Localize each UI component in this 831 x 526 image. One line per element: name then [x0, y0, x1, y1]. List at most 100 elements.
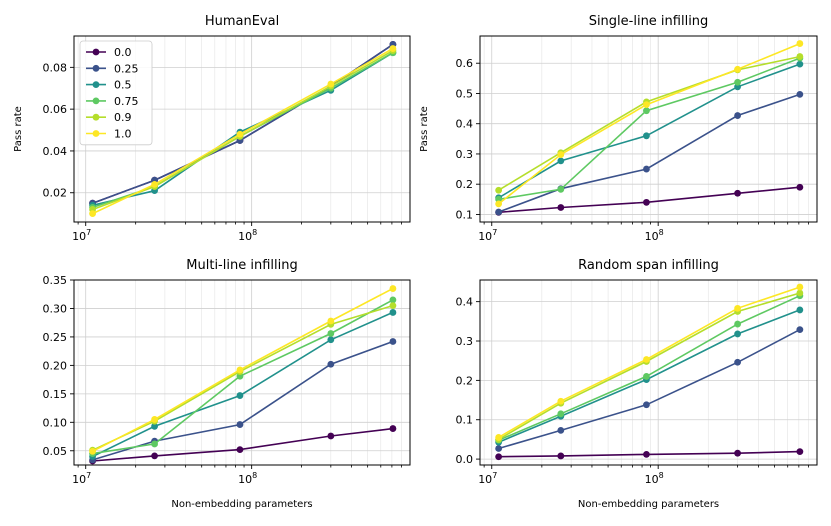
series-0.25 — [495, 326, 804, 452]
data-point — [557, 151, 565, 158]
legend-label: 1.0 — [114, 128, 132, 141]
x-axis-label: Non-embedding parameters — [578, 499, 719, 510]
data-point — [643, 356, 650, 363]
axes-frame — [479, 279, 818, 466]
y-tick-label: 0.1 — [456, 208, 474, 221]
series-0.25 — [89, 338, 397, 464]
series-line — [92, 311, 394, 458]
data-point — [327, 336, 335, 344]
x-tick-label: 107 — [478, 228, 497, 243]
y-tick-label: 0.10 — [43, 416, 68, 429]
legend-marker — [92, 64, 100, 72]
data-point — [236, 130, 244, 138]
x-tick-label: 108 — [645, 471, 664, 486]
y-tick-label: 0.06 — [43, 103, 68, 116]
x-tick-exponent: 7 — [492, 228, 497, 237]
data-point — [643, 165, 650, 173]
data-point — [389, 296, 397, 304]
series-1.0 — [89, 285, 397, 455]
data-point — [236, 392, 244, 399]
data-point — [643, 450, 650, 458]
data-point — [236, 366, 244, 374]
series-line — [498, 294, 801, 441]
data-point — [389, 425, 397, 432]
panel-title: Multi-line infilling — [186, 258, 297, 273]
data-point — [389, 45, 397, 52]
y-axis-label: Pass rate — [13, 106, 24, 152]
data-point — [643, 101, 650, 109]
data-point — [643, 198, 650, 206]
series-line — [498, 57, 801, 201]
data-point — [327, 80, 335, 88]
x-tick-label: 107 — [72, 228, 91, 243]
data-point — [734, 78, 741, 86]
x-tick-exponent: 8 — [252, 228, 257, 237]
panel-title: HumanEval — [205, 14, 279, 29]
data-point — [796, 306, 804, 314]
legend-marker — [92, 81, 100, 88]
y-tick-label: 0.05 — [43, 445, 68, 458]
axes-frame — [73, 35, 411, 223]
y-tick-label: 0.0 — [456, 453, 474, 466]
series-1.0 — [495, 283, 804, 441]
data-point — [327, 432, 335, 440]
data-point — [734, 189, 741, 197]
x-tick-exponent: 7 — [492, 471, 497, 480]
minor-grid — [483, 36, 809, 225]
data-point — [557, 185, 565, 193]
series-0.5 — [495, 60, 804, 202]
legend-label: 0.25 — [114, 62, 139, 75]
data-point — [89, 210, 96, 218]
series-line — [498, 292, 801, 441]
data-point — [557, 397, 565, 405]
data-point — [796, 289, 804, 297]
y-tick-label: 0.25 — [43, 331, 68, 344]
series-line — [92, 340, 394, 461]
y-axis-label: Pass rate — [419, 106, 430, 152]
minor-grid — [483, 280, 809, 468]
x-tick-exponent: 8 — [252, 471, 257, 480]
series-0.0 — [495, 448, 804, 461]
legend-label: 0.0 — [114, 46, 132, 59]
data-point — [327, 317, 335, 325]
x-axis-label: Non-embedding parameters — [171, 499, 312, 510]
data-point — [495, 208, 503, 216]
axes-frame — [73, 279, 411, 466]
series-1.0 — [89, 45, 397, 218]
y-tick-label: 0.2 — [456, 178, 474, 191]
data-point — [151, 416, 158, 423]
data-point — [495, 445, 503, 452]
data-point — [557, 426, 565, 434]
y-tick-label: 0.20 — [43, 359, 68, 372]
data-point — [89, 447, 96, 455]
data-point — [796, 53, 804, 60]
data-point — [557, 157, 565, 165]
data-point — [796, 60, 804, 68]
data-point — [495, 186, 503, 194]
data-point — [734, 65, 741, 73]
axes-frame — [479, 35, 818, 223]
y-tick-label: 0.08 — [43, 61, 68, 74]
data-point — [796, 283, 804, 291]
x-tick-label: 107 — [478, 471, 497, 486]
x-tick-exponent: 8 — [659, 471, 664, 480]
data-point — [151, 180, 158, 188]
data-point — [734, 358, 741, 366]
y-tick-label: 0.3 — [456, 148, 474, 161]
data-point — [151, 422, 158, 430]
y-tick-label: 0.5 — [456, 87, 474, 100]
y-tick-label: 0.3 — [456, 335, 474, 348]
x-tick-exponent: 7 — [86, 228, 91, 237]
data-point — [327, 330, 335, 337]
y-tick-label: 0.4 — [456, 296, 474, 309]
x-tick-label: 108 — [238, 228, 257, 243]
data-point — [796, 448, 804, 456]
data-point — [389, 302, 397, 310]
x-tick-label: 108 — [238, 471, 257, 486]
data-point — [151, 452, 158, 460]
y-tick-label: 0.1 — [456, 414, 474, 427]
data-point — [236, 421, 244, 428]
data-point — [389, 285, 397, 292]
